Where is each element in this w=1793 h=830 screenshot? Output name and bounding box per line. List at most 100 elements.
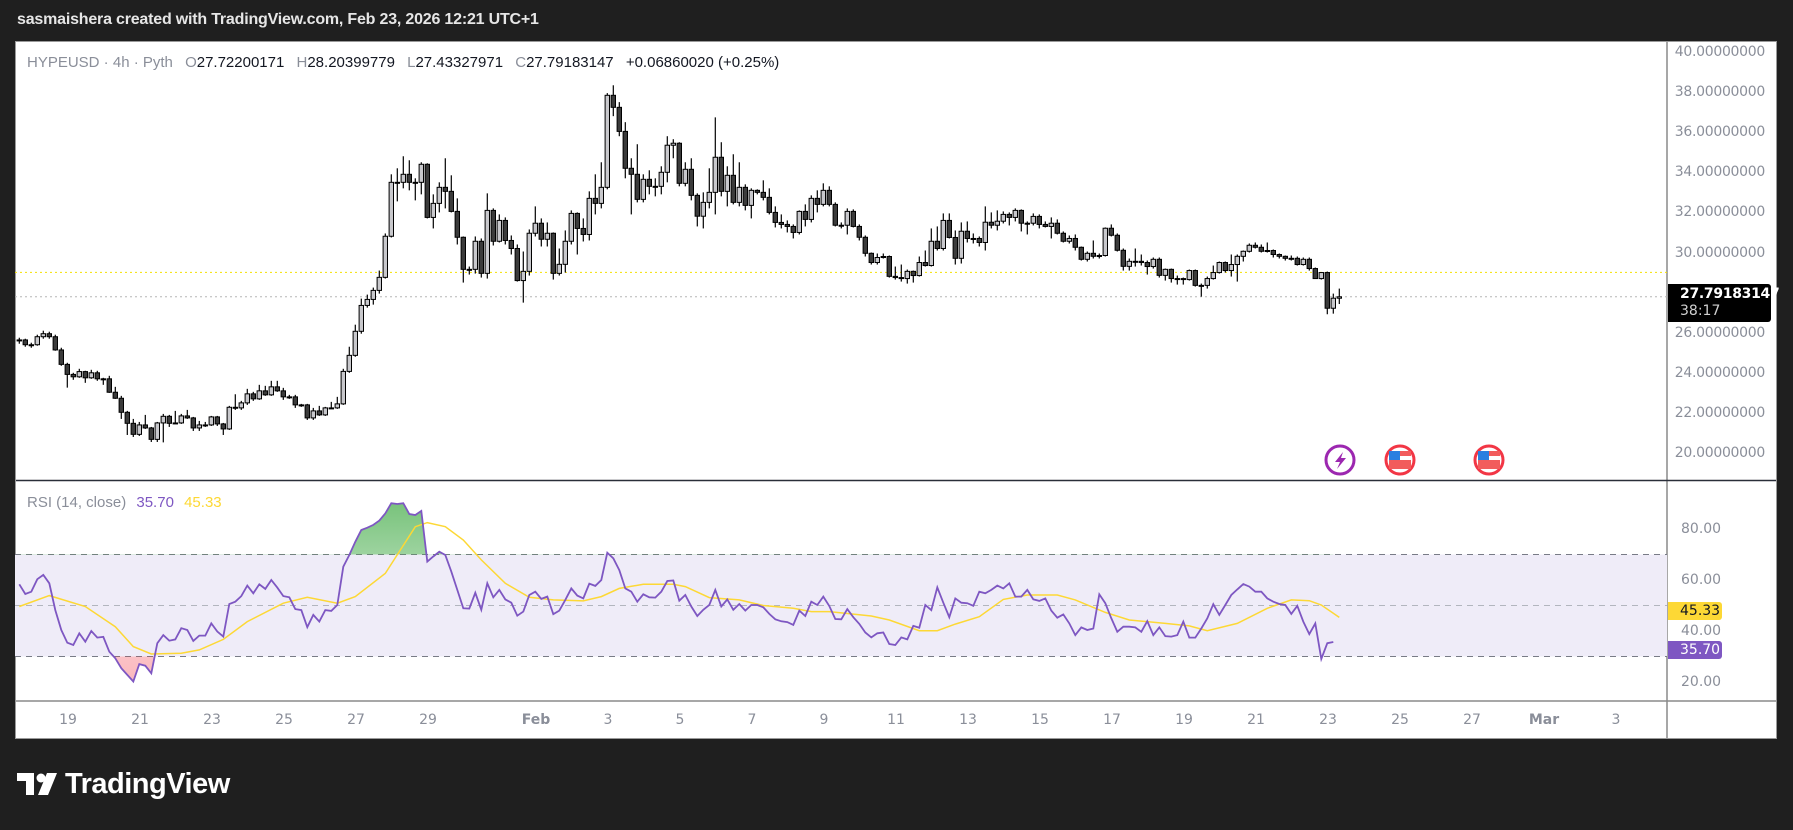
chart-title: sasmaishera created with TradingView.com… (17, 11, 539, 28)
candle-body (622, 130, 628, 169)
event-us-1[interactable] (1384, 444, 1416, 476)
candle-body (76, 371, 82, 378)
candle (190, 416, 197, 431)
candle (1246, 243, 1252, 253)
candle-body (1120, 249, 1126, 267)
candle-body (1102, 227, 1108, 257)
candle-body (202, 424, 209, 427)
candle (634, 144, 640, 203)
candle (1120, 248, 1126, 271)
candle-body (850, 210, 856, 227)
candle (370, 287, 377, 305)
candle (310, 407, 317, 420)
candle-body (454, 210, 461, 238)
candle (670, 139, 676, 159)
event-earnings[interactable] (1324, 444, 1356, 476)
price-tick-label: 22.00000000 (1674, 404, 1766, 421)
candle (922, 250, 928, 267)
candle (748, 188, 754, 219)
symbol-legend[interactable]: HYPEUSD · 4h · Pyth O27.72200171 H28.203… (27, 54, 779, 71)
rsi-extreme-fills (19, 503, 1334, 682)
candle-body (568, 212, 574, 242)
time-tick-label: 21 (131, 712, 149, 728)
candle-body (1318, 272, 1324, 280)
open-value: 27.72200171 (196, 54, 285, 71)
price-tick-label: 40.00000000 (1674, 44, 1766, 60)
symbol-info[interactable]: HYPEUSD · 4h · Pyth (27, 54, 173, 71)
candle-body (790, 225, 796, 233)
candle (994, 210, 1000, 231)
candle (436, 182, 443, 213)
candle (784, 220, 790, 233)
candle (718, 142, 724, 197)
candle-body (346, 354, 353, 372)
candle-body (310, 410, 317, 419)
candle-body (376, 276, 383, 291)
last-price-label: 27.79183147 38:17 (1668, 284, 1780, 322)
candle (598, 162, 604, 209)
rsi-legend[interactable]: RSI (14, close) 35.70 45.33 (27, 494, 222, 511)
candle-body (844, 210, 850, 226)
candle-body (328, 407, 335, 410)
candle-body (658, 171, 664, 187)
candle (490, 208, 497, 246)
candle-body (520, 270, 526, 282)
candle (964, 221, 970, 243)
candle-body (742, 186, 748, 206)
time-tick-label: 29 (419, 712, 437, 728)
candle-body (112, 391, 118, 399)
candle-body (1006, 213, 1012, 218)
low-label: L (407, 54, 416, 71)
candle-body (1270, 249, 1276, 256)
candle-body (316, 410, 323, 416)
candle (334, 396, 341, 409)
candle (568, 210, 574, 245)
candle (1210, 265, 1216, 280)
candle-body (580, 227, 586, 235)
candle (100, 377, 106, 385)
candle-body (124, 411, 130, 424)
candle-body (160, 415, 167, 424)
candle (616, 102, 622, 137)
candle-body (706, 191, 712, 203)
candle-body (1180, 278, 1186, 281)
candle (1138, 254, 1144, 266)
close-label: C (515, 54, 527, 71)
candle-body (1312, 268, 1318, 280)
candle (172, 410, 179, 425)
price-tick-label: 32.00000000 (1674, 204, 1766, 221)
candle-body (106, 378, 112, 393)
candle (592, 174, 598, 215)
event-us-2[interactable] (1473, 444, 1505, 476)
candle (622, 122, 628, 179)
rsi-legend-value: 35.70 (136, 494, 174, 511)
candle-body (1174, 278, 1180, 281)
candle (1174, 275, 1180, 285)
candle-body (556, 263, 562, 274)
candle-body (388, 181, 395, 237)
candle (1024, 221, 1030, 235)
candle-body (970, 237, 976, 240)
candle-body (526, 232, 532, 272)
candle-body (1228, 264, 1234, 272)
candle-body (946, 219, 952, 238)
candle-body (244, 393, 251, 404)
candle-body (1252, 244, 1258, 248)
candle (730, 154, 736, 205)
candle (352, 324, 359, 357)
candle (220, 422, 227, 435)
candle-body (550, 232, 556, 274)
candle (82, 370, 88, 383)
candle-body (652, 185, 658, 188)
candle-body (1018, 209, 1024, 224)
candle-body (136, 424, 143, 435)
candle-body (1030, 215, 1036, 224)
candle (952, 230, 958, 265)
candle (178, 413, 185, 424)
candle (742, 184, 748, 211)
candle (268, 380, 275, 396)
candle-body (1084, 252, 1090, 260)
candle-body (1036, 215, 1042, 225)
candle (142, 414, 149, 429)
